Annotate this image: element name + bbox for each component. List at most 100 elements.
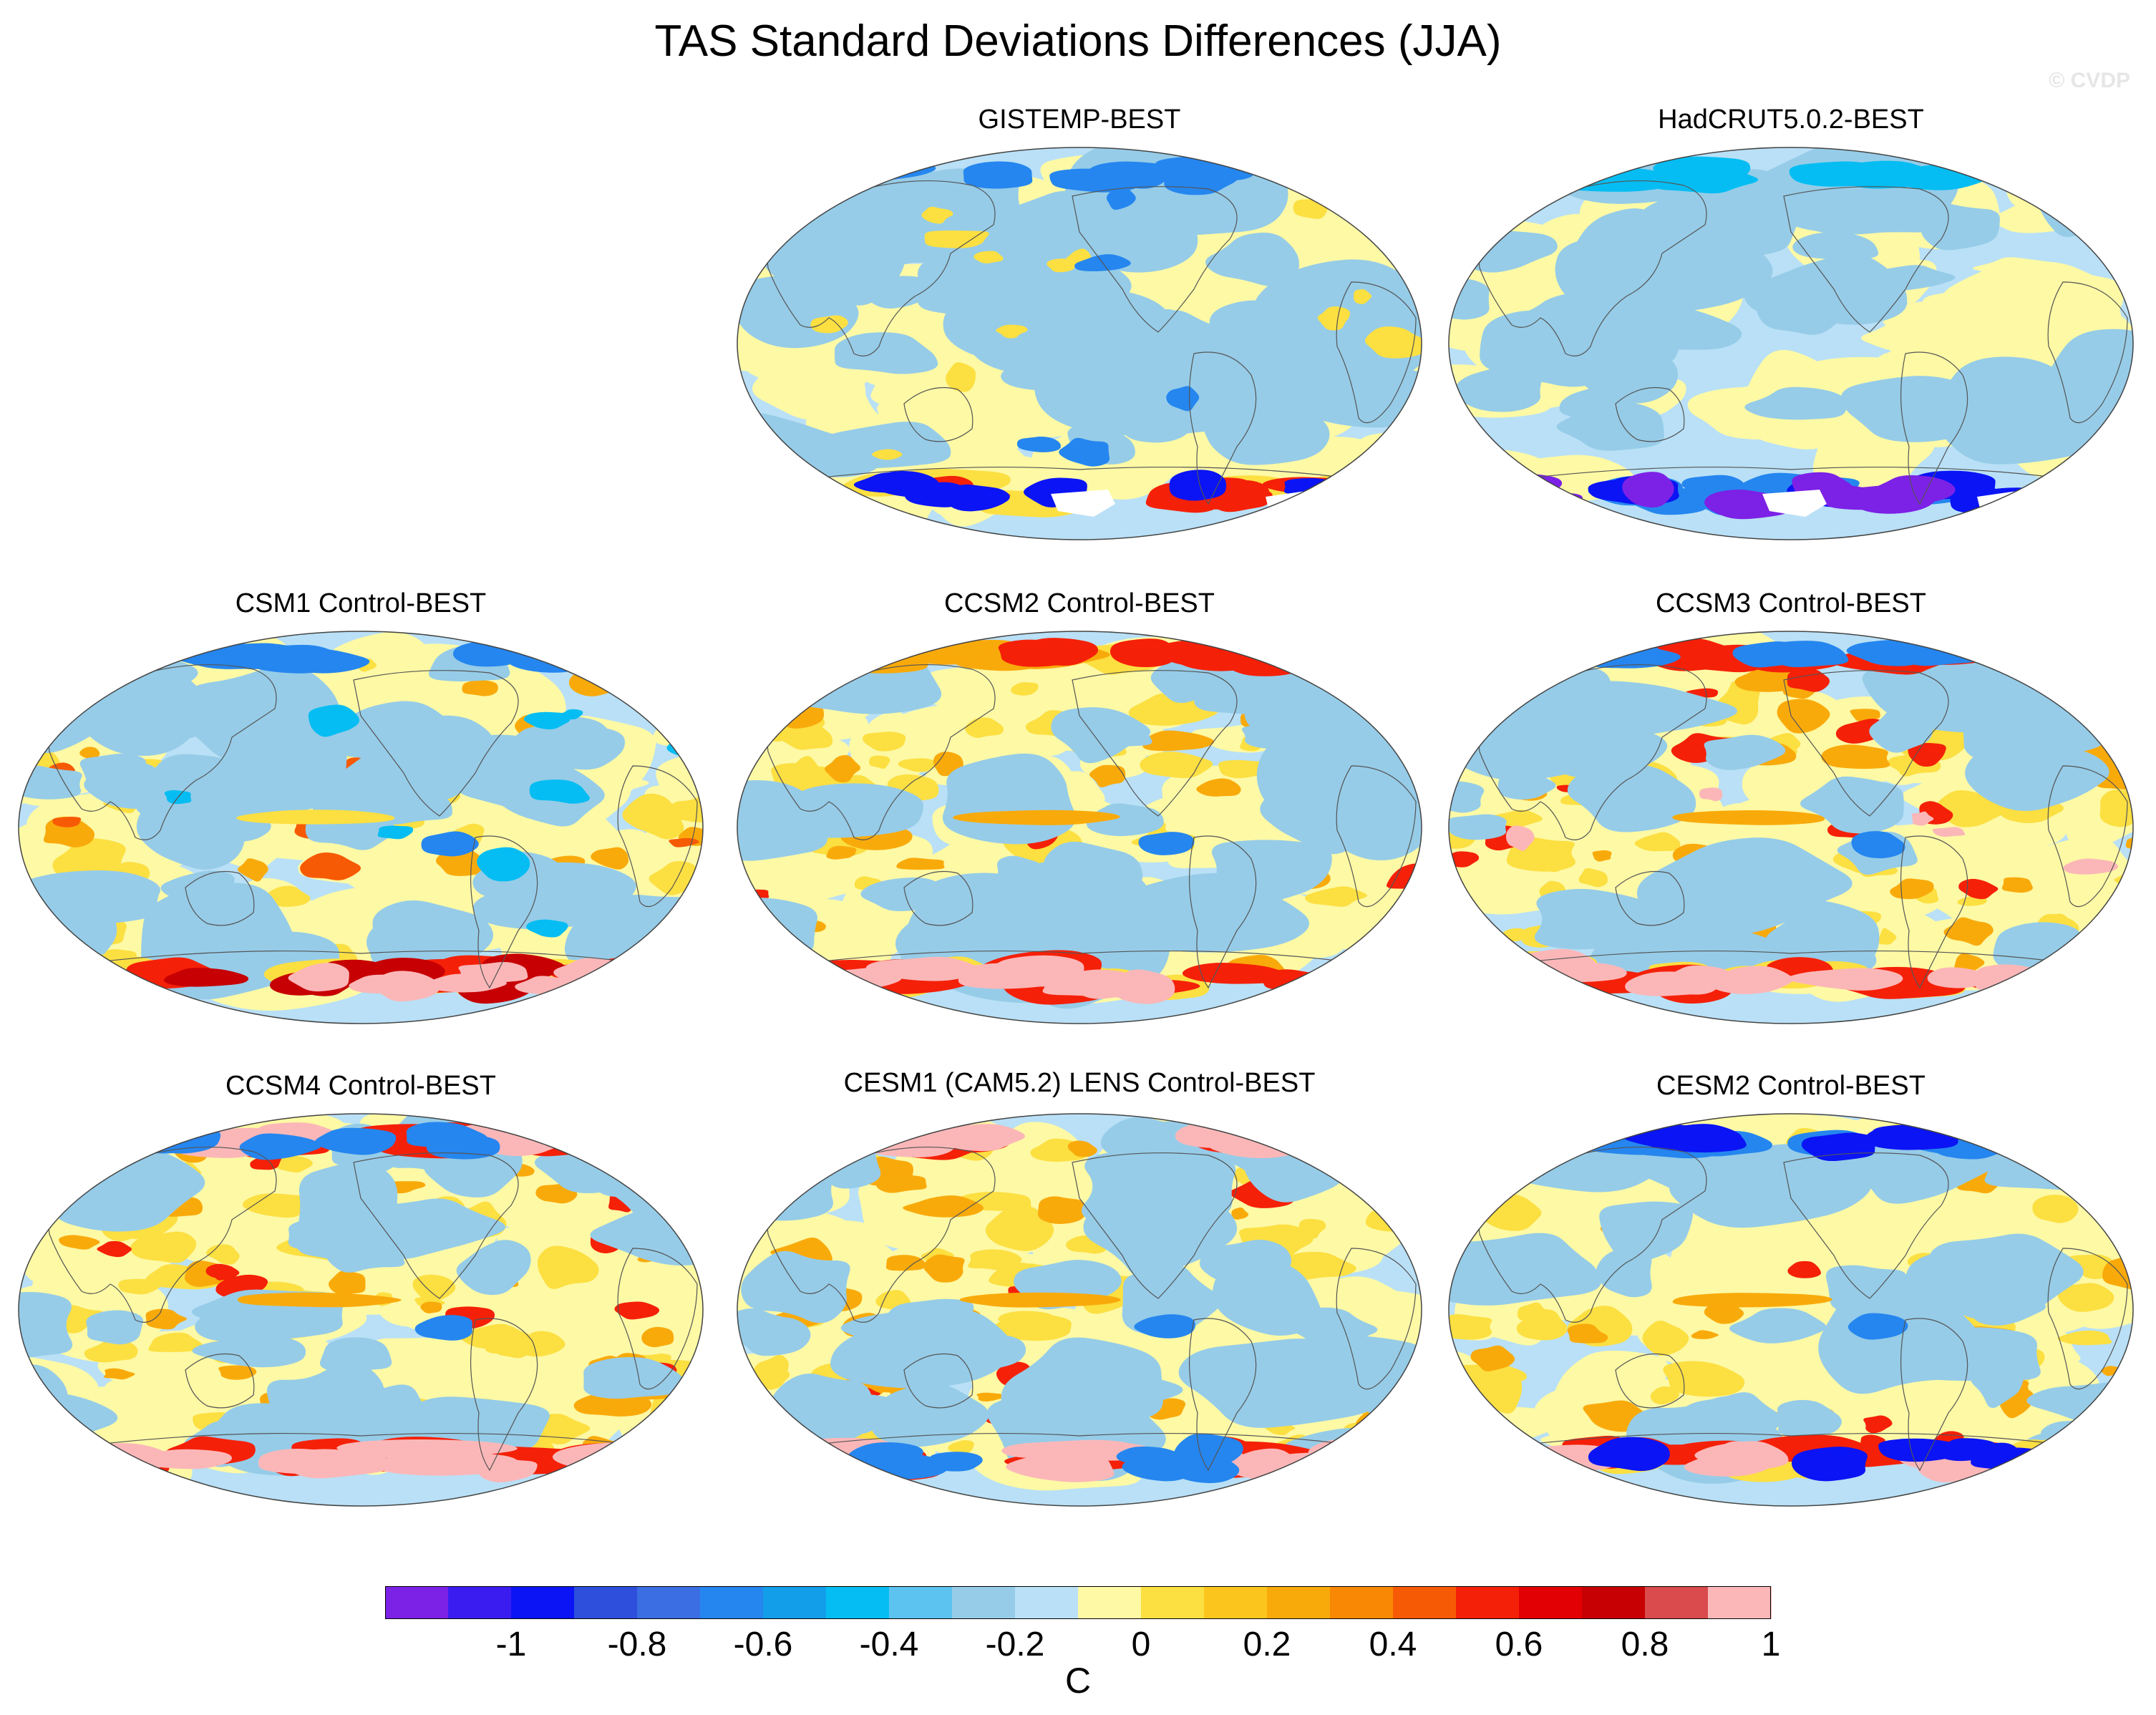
map-border <box>737 147 1422 540</box>
map-border <box>1448 631 2134 1024</box>
contour-blob <box>741 1250 850 1323</box>
contour-blob <box>869 755 890 769</box>
coastline <box>1615 387 1685 442</box>
contour-blob <box>737 1308 811 1356</box>
panel-title: HadCRUT5.0.2-BEST <box>1658 105 1924 135</box>
contour-blob <box>737 921 838 984</box>
contour-blob <box>1354 452 1422 495</box>
contour-blob <box>644 1135 703 1191</box>
map-border <box>18 1113 704 1507</box>
contour-blob <box>921 206 953 224</box>
contour-blob <box>25 696 87 717</box>
colorbar-swatch <box>1645 1586 1709 1619</box>
contour-blob <box>942 753 1077 845</box>
contour-blob <box>1787 1260 1821 1278</box>
map <box>1448 147 2134 540</box>
colorbar-tick-label: 0.4 <box>1369 1626 1417 1663</box>
coastline <box>778 1432 1381 1449</box>
colorbar-swatch <box>1267 1586 1331 1619</box>
contour-field <box>19 1114 703 1506</box>
contour-blob <box>329 1271 366 1296</box>
contour-blob <box>652 709 703 749</box>
map-border <box>1448 147 2134 540</box>
contour-blob <box>1016 436 1061 452</box>
southern-ocean-band <box>1308 1438 1406 1467</box>
coastline <box>764 1147 996 1323</box>
contour-blob <box>568 662 637 696</box>
enso-band <box>953 810 1120 825</box>
contour-blob <box>19 1292 73 1361</box>
contour-blob <box>1943 917 1994 946</box>
contour-blob <box>1704 734 1786 770</box>
contour-blob <box>275 1153 313 1173</box>
contour-blob <box>1691 195 1800 248</box>
contour-blob <box>1449 945 1479 974</box>
southern-ocean-band <box>958 963 1056 989</box>
panel-title: CCSM2 Control-BEST <box>944 588 1215 618</box>
colorbar-swatch <box>1456 1586 1520 1619</box>
contour-blob <box>1851 831 1905 859</box>
contour-blob <box>737 1162 784 1196</box>
contour-blob <box>2091 1175 2133 1225</box>
contour-blob <box>998 1311 1056 1331</box>
contour-blob <box>1850 709 1880 722</box>
contour-blob <box>2101 1179 2133 1205</box>
map-panel-hadcrut-best: HadCRUT5.0.2-BEST <box>1440 100 2142 573</box>
coastline <box>45 664 277 840</box>
map-panel-cesm2-control: CESM2 Control-BEST <box>1440 1067 2142 1539</box>
contour-blob <box>1777 699 1830 734</box>
coastline <box>59 950 662 967</box>
panel-title: CCSM3 Control-BEST <box>1656 588 1926 618</box>
contour-blob <box>622 793 684 840</box>
map-panel-ccsm2-control: CCSM2 Control-BEST <box>729 584 1430 1056</box>
contour-blob <box>1869 704 1933 753</box>
panel-title: CSM1 Control-BEST <box>235 588 487 618</box>
coastline <box>903 387 973 442</box>
contour-blob <box>1592 850 1612 862</box>
contour-blob <box>1954 953 1985 972</box>
contour-blob <box>792 756 819 778</box>
coastline <box>1783 1152 1949 1299</box>
contour-blob <box>737 898 817 963</box>
contour-blob <box>1744 387 1847 420</box>
contour-blob <box>737 1153 836 1221</box>
southern-ocean-band <box>744 488 814 518</box>
contour-blob <box>2099 1185 2133 1197</box>
contour-blob <box>1704 1303 1744 1324</box>
contour-blob <box>375 1342 495 1414</box>
contour-field <box>1449 147 2133 540</box>
colorbar-swatch <box>826 1586 890 1619</box>
coastline <box>903 871 973 926</box>
contour-blob <box>1567 763 1696 832</box>
contour-blob <box>1908 742 1946 767</box>
enso-band <box>1672 810 1825 825</box>
arctic-band <box>452 641 524 667</box>
contour-blob <box>1663 1361 1745 1397</box>
contour-blob <box>1449 1174 1505 1218</box>
contour-blob <box>1699 787 1723 802</box>
contour-blob <box>1089 764 1126 788</box>
contour-blob <box>810 315 848 334</box>
contour-blob <box>160 870 235 903</box>
contour-blob <box>1361 1152 1422 1175</box>
arctic-band <box>1732 641 1810 668</box>
contour-field <box>1449 1114 2133 1506</box>
contour-blob <box>827 845 857 860</box>
coastline <box>185 1354 255 1409</box>
contour-blob <box>1382 445 1422 477</box>
contour-blob <box>21 930 72 962</box>
colorbar-unit: C <box>1064 1661 1092 1701</box>
contour-blob <box>1196 778 1241 797</box>
contour-blob <box>1084 199 1198 273</box>
contour-blob <box>917 248 1009 314</box>
contour-blob <box>737 1228 754 1256</box>
contour-blob <box>89 654 149 673</box>
coastline <box>1900 835 1968 989</box>
contour-blob <box>206 1244 240 1265</box>
contour-blob <box>802 208 923 239</box>
contour-blob <box>1963 704 2081 765</box>
southern-ocean-band <box>1169 470 1227 501</box>
southern-ocean-band <box>1116 1446 1183 1467</box>
southern-ocean-band <box>737 1443 808 1472</box>
contour-blob <box>2055 941 2133 974</box>
